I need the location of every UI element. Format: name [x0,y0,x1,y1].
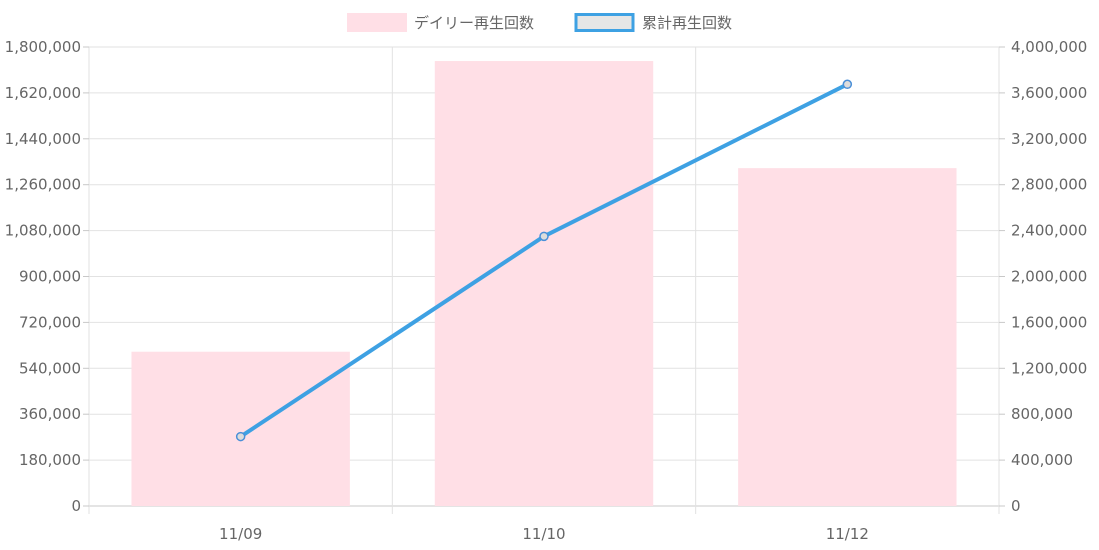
left-tick-label: 720,000 [19,313,81,331]
left-tick-label: 1,800,000 [5,38,81,56]
right-tick-label: 2,400,000 [1011,222,1087,240]
bar-11/10 [434,61,654,507]
line-point-11/10 [539,231,549,242]
left-tick-label: 1,080,000 [5,222,81,240]
legend-swatch-daily-plays [347,13,407,32]
bar-series-daily-plays [131,61,957,507]
left-tick-label: 900,000 [19,268,81,286]
left-y-axis: 0 180,000 360,000 540,000 720,000 900,000 1,08… [5,38,89,515]
left-tick-label: 540,000 [19,359,81,377]
x-tick-label: 11/12 [826,525,869,543]
legend-swatch-cumulative-plays [574,13,635,32]
left-tick-label: 360,000 [19,405,81,423]
line-point-11/12 [842,79,853,90]
right-tick-label: 3,600,000 [1011,84,1087,102]
legend-label-daily-plays: デイリー再生回数 [414,14,534,32]
right-tick-label: 3,200,000 [1011,130,1087,148]
right-tick-label: 0 [1011,497,1021,515]
left-tick-label: 1,440,000 [5,130,81,148]
x-tick-label: 11/10 [522,525,565,543]
left-tick-label: 1,260,000 [5,176,81,194]
left-tick-label: 180,000 [19,451,81,469]
right-tick-label: 2,800,000 [1011,176,1087,194]
line-point-11/09 [235,431,246,442]
right-tick-label: 4,000,000 [1011,38,1087,56]
bar-11/12 [738,168,957,506]
legend: デイリー再生回数 累計再生回数 [347,13,732,32]
right-tick-label: 800,000 [1011,405,1073,423]
x-axis: 11/09 11/10 11/12 [219,525,869,543]
legend-label-cumulative-plays: 累計再生回数 [642,14,732,32]
right-y-axis: 0 400,000 800,000 1,200,000 1,600,000 2,000,0… [999,38,1087,515]
right-tick-label: 1,200,000 [1011,359,1087,377]
x-tick-label: 11/09 [219,525,262,543]
right-tick-label: 1,600,000 [1011,313,1087,331]
line-series-cumulative-plays [235,79,853,442]
left-tick-label: 0 [71,497,81,515]
left-tick-label: 1,620,000 [5,84,81,102]
right-tick-label: 400,000 [1011,451,1073,469]
right-tick-label: 2,000,000 [1011,268,1087,286]
bar-11/09 [131,351,350,506]
